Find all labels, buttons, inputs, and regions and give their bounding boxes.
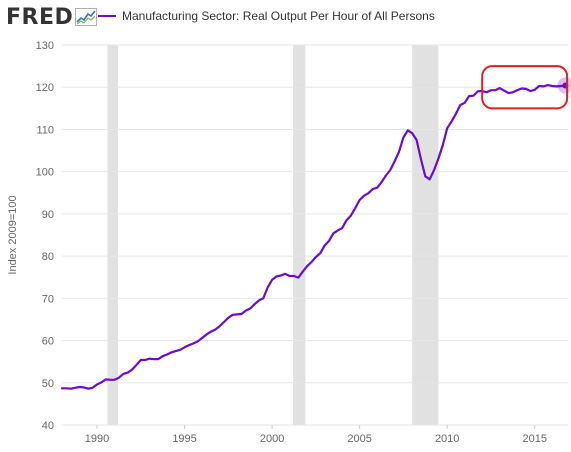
y-tick-label: 100 — [36, 167, 54, 179]
y-tick-label: 110 — [36, 124, 54, 136]
x-tick-label: 2015 — [522, 433, 546, 445]
y-tick-label: 120 — [36, 82, 54, 94]
y-axis-label: Index 2009=100 — [7, 195, 19, 274]
series-line — [62, 85, 565, 389]
x-tick-label: 2010 — [435, 433, 459, 445]
y-tick-label: 60 — [42, 336, 54, 348]
y-tick-label: 90 — [42, 209, 54, 221]
y-tick-label: 40 — [42, 420, 54, 432]
y-tick-label: 80 — [42, 251, 54, 263]
y-tick-label: 70 — [42, 293, 54, 305]
x-tick-label: 1995 — [172, 433, 196, 445]
recession-band — [108, 45, 119, 425]
x-tick-label: 1990 — [85, 433, 109, 445]
recession-band — [293, 45, 305, 425]
x-tick-label: 2000 — [260, 433, 284, 445]
recession-band — [412, 45, 438, 425]
x-tick-label: 2005 — [347, 433, 371, 445]
y-tick-label: 130 — [36, 40, 54, 52]
y-tick-label: 50 — [42, 378, 54, 390]
